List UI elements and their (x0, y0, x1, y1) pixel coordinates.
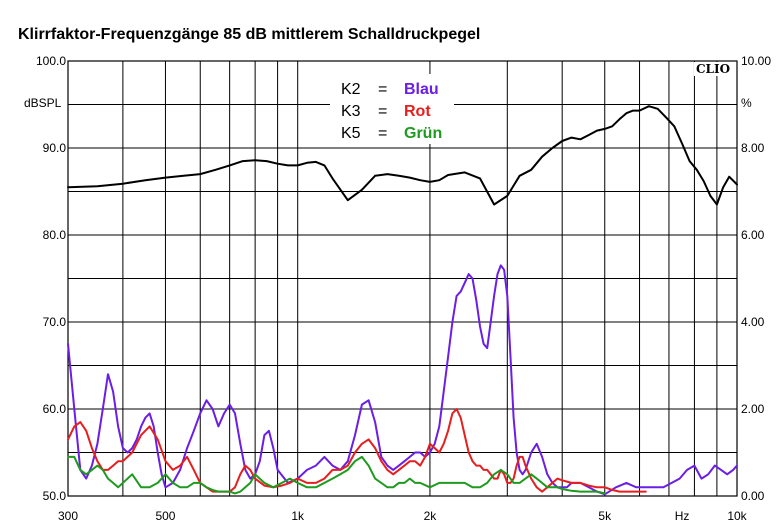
right-tick-label: 2.00 (741, 402, 765, 416)
left-tick-label: 80.0 (43, 228, 67, 242)
x-tick-label: 300 (58, 509, 78, 523)
left-tick-label: 100.0 (36, 54, 66, 68)
series-layer (67, 105, 738, 496)
right-tick-labels: 10.00 8.00 6.00 4.00 2.00 0.00 (741, 54, 771, 503)
right-tick-label: 0.00 (741, 489, 765, 503)
x-tick-label: 500 (155, 509, 175, 523)
chart-title: Klirrfaktor-Frequenzgänge 85 dB mittlere… (18, 26, 481, 43)
left-tick-label: 50.0 (43, 489, 67, 503)
right-axis-unit: % (741, 96, 752, 110)
legend-key: K2 (341, 81, 361, 98)
x-tick-labels: 300 500 1k 2k 5k Hz 10k (58, 509, 748, 523)
series-line-k5 (67, 455, 606, 495)
left-tick-labels: 100.0 90.0 80.0 70.0 60.0 50.0 (36, 54, 66, 503)
legend-equals: = (378, 103, 387, 120)
left-tick-label: 90.0 (43, 141, 67, 155)
right-tick-label: 6.00 (741, 228, 765, 242)
brand-box (694, 62, 736, 76)
legend: K2 = Blau K3 = Rot K5 = Grün (330, 74, 454, 144)
legend-name: Blau (404, 81, 439, 98)
legend-key: K3 (341, 103, 361, 120)
series-line-spl (67, 105, 738, 206)
x-tick-label: 5k (598, 509, 612, 523)
legend-key: K5 (341, 125, 361, 142)
x-tick-label: Hz (675, 509, 690, 523)
brand-label: CLIO (696, 62, 730, 76)
legend-box (330, 74, 454, 144)
x-tick-label: 2k (424, 509, 438, 523)
left-tick-label: 60.0 (43, 402, 67, 416)
left-tick-label: 70.0 (43, 315, 67, 329)
legend-equals: = (378, 125, 387, 142)
right-tick-label: 10.00 (741, 54, 771, 68)
legend-name: Rot (404, 103, 431, 120)
legend-name: Grün (404, 125, 442, 142)
left-axis-unit: dBSPL (24, 96, 62, 110)
x-tick-label: 1k (291, 509, 305, 523)
y-gridlines (68, 104, 737, 453)
x-tick-label: 10k (727, 509, 747, 523)
series-line-k3 (67, 408, 647, 493)
right-tick-label: 4.00 (741, 315, 765, 329)
legend-equals: = (378, 81, 387, 98)
right-tick-label: 8.00 (741, 141, 765, 155)
